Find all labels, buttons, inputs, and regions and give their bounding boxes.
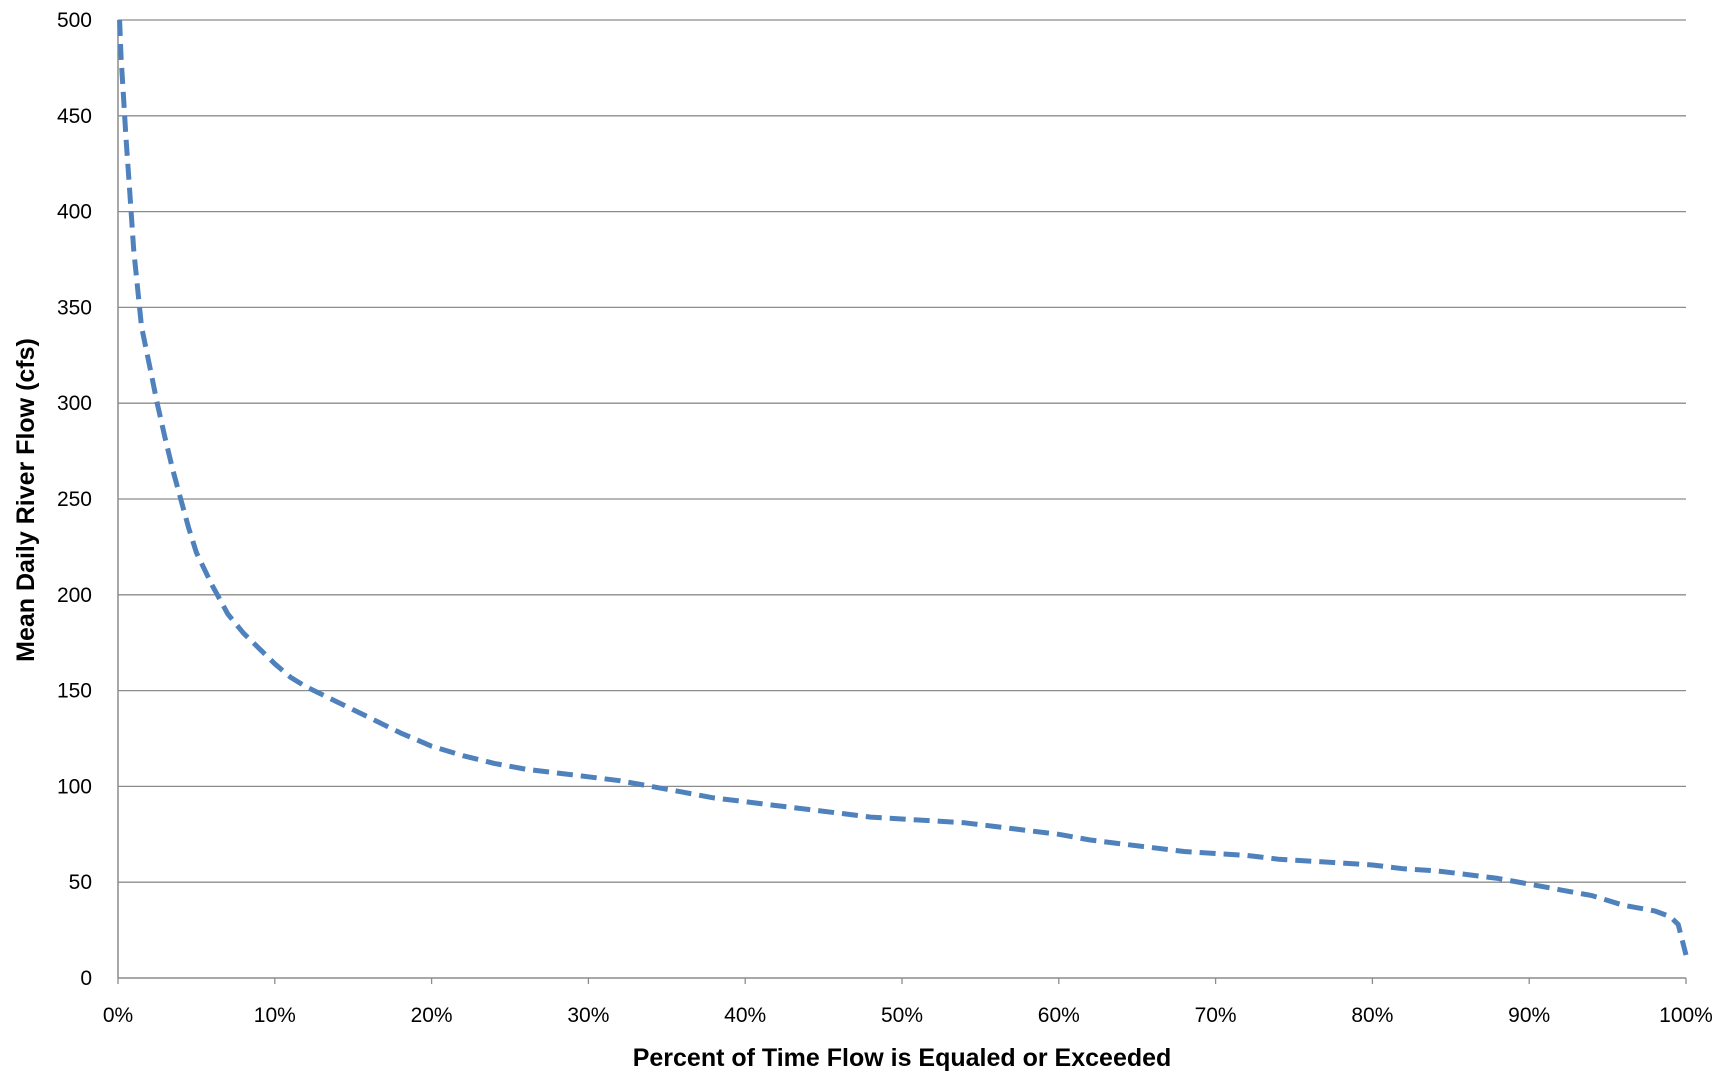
x-tick-label: 50%: [881, 1004, 923, 1027]
y-tick-label: 350: [57, 296, 92, 319]
x-tick-label: 10%: [254, 1004, 296, 1027]
x-tick-label: 100%: [1659, 1004, 1713, 1027]
y-tick-label: 150: [57, 680, 92, 703]
y-tick-label: 300: [57, 392, 92, 415]
x-tick-label: 30%: [567, 1004, 609, 1027]
x-axis-title: Percent of Time Flow is Equaled or Excee…: [633, 1044, 1172, 1072]
y-tick-label: 250: [57, 488, 92, 511]
y-tick-label: 100: [57, 775, 92, 798]
axes: [117, 20, 1687, 984]
y-tick-label: 500: [57, 9, 92, 32]
series-line-0: [117, 19, 1689, 956]
y-tick-labels: 0 50 100 150 200 250 300 350 400 450 500: [57, 9, 92, 990]
x-tick-labels: 0% 10% 20% 30% 40% 50% 60% 70% 80% 90% 100%: [103, 1004, 1713, 1027]
y-tick-label: 450: [57, 105, 92, 128]
x-tick-label: 20%: [411, 1004, 453, 1027]
x-tick-label: 0%: [103, 1004, 133, 1027]
x-tick-label: 40%: [724, 1004, 766, 1027]
y-tick-label: 0: [80, 967, 92, 990]
series-layer: [117, 19, 1689, 956]
x-tick-label: 80%: [1351, 1004, 1393, 1027]
y-tick-label: 200: [57, 584, 92, 607]
x-tick-label: 70%: [1195, 1004, 1237, 1027]
y-axis-title: Mean Daily River Flow (cfs): [12, 338, 40, 662]
y-tick-label: 400: [57, 201, 92, 224]
x-tick-label: 90%: [1508, 1004, 1550, 1027]
x-tick-label: 60%: [1038, 1004, 1080, 1027]
gridlines: [118, 19, 1686, 883]
y-tick-label: 50: [69, 871, 92, 894]
